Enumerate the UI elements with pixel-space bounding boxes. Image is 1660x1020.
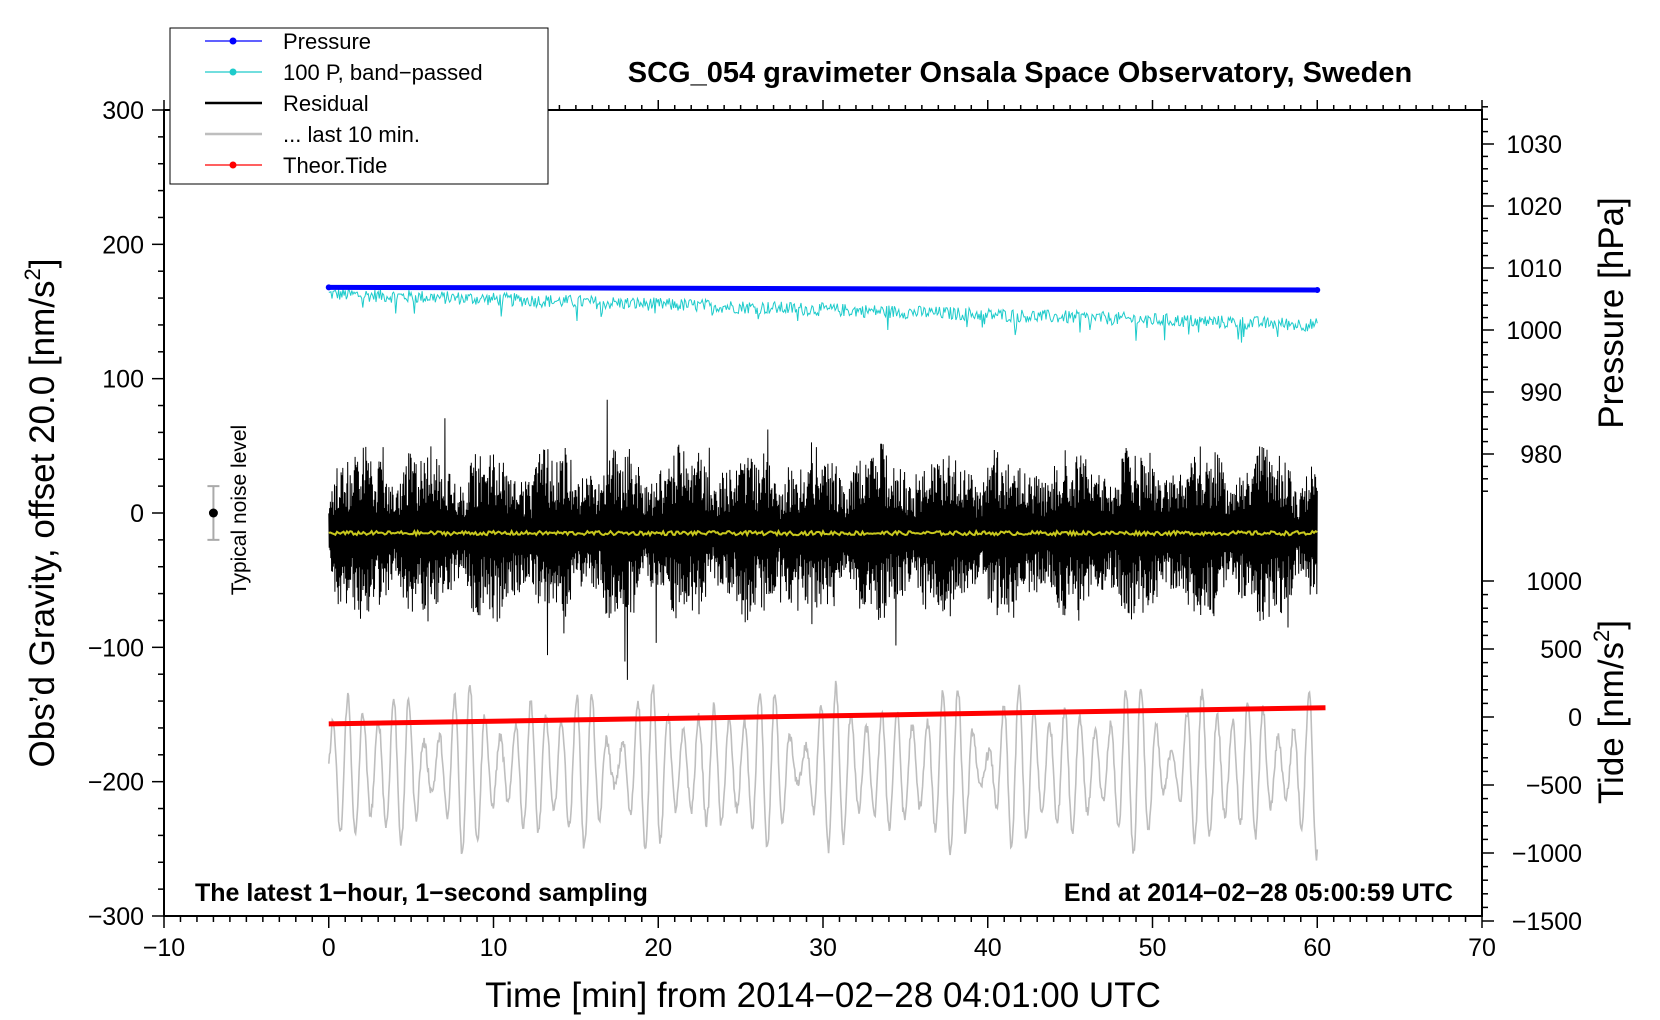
series-residual (328, 399, 1318, 680)
tide-tick-label: −1500 (1512, 908, 1582, 936)
pressure-tick-label: 1030 (1506, 131, 1562, 159)
annotation-left: The latest 1−hour, 1−second sampling (195, 879, 648, 907)
pressure-tick-label: 1000 (1506, 317, 1562, 345)
noise-level-label: Typical noise level (228, 425, 251, 595)
y-left-tick-label: 100 (102, 366, 144, 394)
pressure-tick-label: 980 (1520, 441, 1562, 469)
series-pressure (328, 284, 1318, 293)
pressure-tick-label: 990 (1520, 379, 1562, 407)
pressure-tick-label: 1010 (1506, 255, 1562, 283)
legend-label: Pressure (283, 29, 371, 54)
y-left-tick-label: −100 (88, 634, 144, 662)
series-theor-tide (328, 705, 1326, 727)
ticks-layer: −10 0 10 20 30 40 50 60 703002001000−100−200−300… (88, 97, 1582, 962)
x-tick-label: 60 (1303, 934, 1331, 962)
tide-tick-label: −500 (1526, 772, 1582, 800)
legend-marker (229, 68, 237, 76)
y-left-tick-label: 0 (130, 500, 144, 528)
x-tick-label: 40 (974, 934, 1002, 962)
x-tick-label: 20 (644, 934, 672, 962)
y-label-tide-prefix: Tide [nm/s (1592, 642, 1631, 804)
legend-label: Residual (283, 91, 369, 116)
y-label-tide-suffix: ] (1592, 620, 1631, 630)
x-tick-label: 0 (322, 934, 336, 962)
tide-tick-label: 0 (1568, 704, 1582, 732)
annotation-right: End at 2014−02−28 05:00:59 UTC (1064, 879, 1453, 907)
legend-marker (229, 161, 237, 169)
y-axis-label-pressure: Pressure [hPa] (1592, 197, 1631, 429)
series-layer (207, 284, 1326, 861)
y-label-left-prefix: Obs’d Gravity, offset 20.0 [nm/s (23, 281, 62, 768)
y-axis-label-left: Obs’d Gravity, offset 20.0 [nm/s2] (20, 259, 62, 768)
pressure-tick-label: 1020 (1506, 193, 1562, 221)
y-left-tick-label: −300 (88, 903, 144, 931)
noise-marker-point (208, 508, 218, 518)
series-residual-smoothed (328, 528, 1318, 538)
series-pressure-start-point (325, 284, 332, 291)
x-axis-label: Time [min] from 2014−02−28 04:01:00 UTC (485, 976, 1161, 1015)
legend-marker (229, 37, 237, 45)
x-tick-label: 10 (480, 934, 508, 962)
legend-items: Pressure 100 P, band−passed Residual ... la… (205, 29, 483, 178)
y-label-left-suffix: ] (23, 259, 62, 269)
legend: Pressure 100 P, band−passed Residual ... la… (169, 27, 549, 185)
tide-tick-label: 1000 (1526, 568, 1582, 596)
legend-label: Theor.Tide (283, 153, 387, 178)
tide-tick-label: 500 (1540, 636, 1582, 664)
x-tick-label: 50 (1139, 934, 1167, 962)
series-bandpassed-pressure (328, 288, 1318, 343)
x-tick-label: 30 (809, 934, 837, 962)
y-axis-label-tide: Tide [nm/s2] (1589, 620, 1631, 804)
legend-label: ... last 10 min. (283, 122, 420, 147)
x-tick-label: 70 (1468, 934, 1496, 962)
legend-label: 100 P, band−passed (283, 60, 483, 85)
series-last-10-min (328, 680, 1319, 861)
y-label-tide-sup: 2 (1589, 630, 1614, 642)
y-left-tick-label: −200 (88, 769, 144, 797)
x-tick-label: −10 (143, 934, 185, 962)
tide-tick-label: −1000 (1512, 840, 1582, 868)
chart-title: SCG_054 gravimeter Onsala Space Observat… (628, 57, 1412, 89)
y-left-tick-label: 200 (102, 231, 144, 259)
legend-box (169, 27, 549, 185)
y-label-left-sup: 2 (20, 268, 45, 280)
y-left-tick-label: 300 (102, 97, 144, 125)
series-pressure-end-point (1314, 287, 1321, 294)
